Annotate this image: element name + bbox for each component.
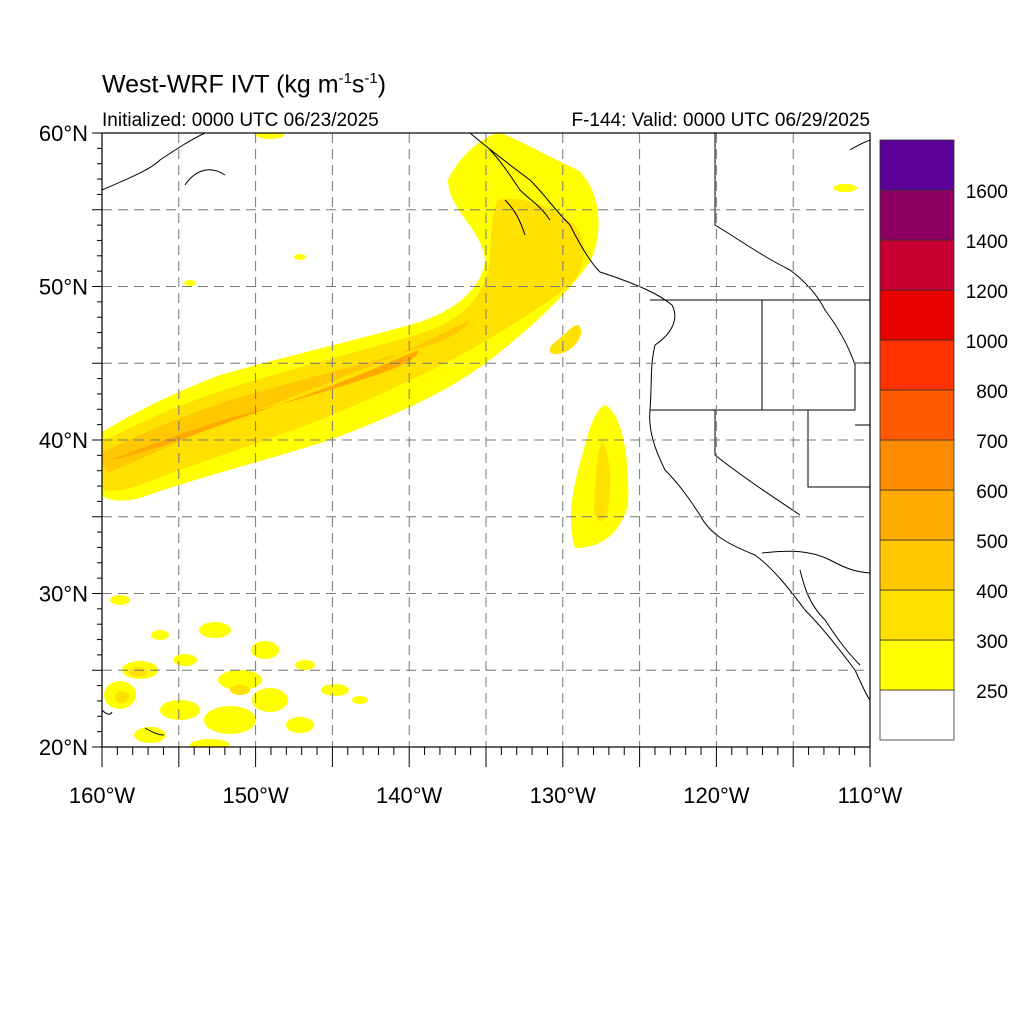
colorbar-swatch — [879, 189, 955, 241]
colorbar-label: 1600 — [966, 182, 1008, 203]
colorbar-label: 400 — [976, 582, 1008, 603]
lat-label: 60°N — [39, 121, 88, 146]
colorbar-swatch — [879, 139, 955, 191]
ivt-tropical-patches-300 — [115, 667, 250, 703]
lon-label: 150°W — [222, 783, 289, 808]
lat-label: 50°N — [39, 275, 88, 300]
map-ticks: 160°W 150°W 140°W 130°W 120°W 110°W 60°N 50°N 40… — [39, 121, 903, 808]
colorbar: 250 300 400 500 600 700 800 1000 1200 1400 1600 — [879, 139, 1008, 741]
colorbar-label: 300 — [976, 632, 1008, 653]
colorbar-swatch — [879, 339, 955, 391]
colorbar-label: 1200 — [966, 282, 1008, 303]
map-grid — [102, 133, 870, 747]
colorbar-swatch — [879, 439, 955, 491]
chart-title: West-WRF IVT (kg m-1s-1) — [102, 70, 387, 99]
colorbar-swatch — [879, 639, 955, 691]
valid-time-label: F-144: Valid: 0000 UTC 06/29/2025 — [571, 110, 870, 131]
colorbar-swatch — [879, 589, 955, 641]
colorbar-swatch — [879, 289, 955, 341]
colorbar-label: 700 — [976, 432, 1008, 453]
colorbar-label: 600 — [976, 482, 1008, 503]
lon-label: 140°W — [376, 783, 443, 808]
lon-label: 110°W — [838, 783, 903, 808]
colorbar-swatch — [879, 539, 955, 591]
colorbar-swatch — [879, 239, 955, 291]
lat-label: 30°N — [39, 582, 88, 607]
colorbar-swatch — [879, 689, 955, 741]
coastlines — [102, 133, 870, 736]
colorbar-swatch — [879, 389, 955, 441]
colorbar-label: 500 — [976, 532, 1008, 553]
lon-label: 160°W — [69, 783, 136, 808]
lat-label: 20°N — [39, 735, 88, 760]
lon-label: 130°W — [530, 783, 597, 808]
ivt-tropical-patches — [104, 133, 857, 747]
colorbar-label: 250 — [976, 682, 1008, 703]
ivt-filament-300 — [594, 440, 611, 522]
colorbar-swatch — [879, 489, 955, 541]
colorbar-label: 800 — [976, 382, 1008, 403]
init-time-label: Initialized: 0000 UTC 06/23/2025 — [102, 110, 379, 131]
colorbar-label: 1000 — [966, 332, 1008, 353]
colorbar-label: 1400 — [966, 232, 1008, 253]
lon-label: 120°W — [683, 783, 750, 808]
ivt-field — [102, 133, 870, 747]
lat-label: 40°N — [39, 428, 88, 453]
ivt-blob — [549, 325, 582, 355]
ivt-shade-500 — [110, 350, 419, 460]
